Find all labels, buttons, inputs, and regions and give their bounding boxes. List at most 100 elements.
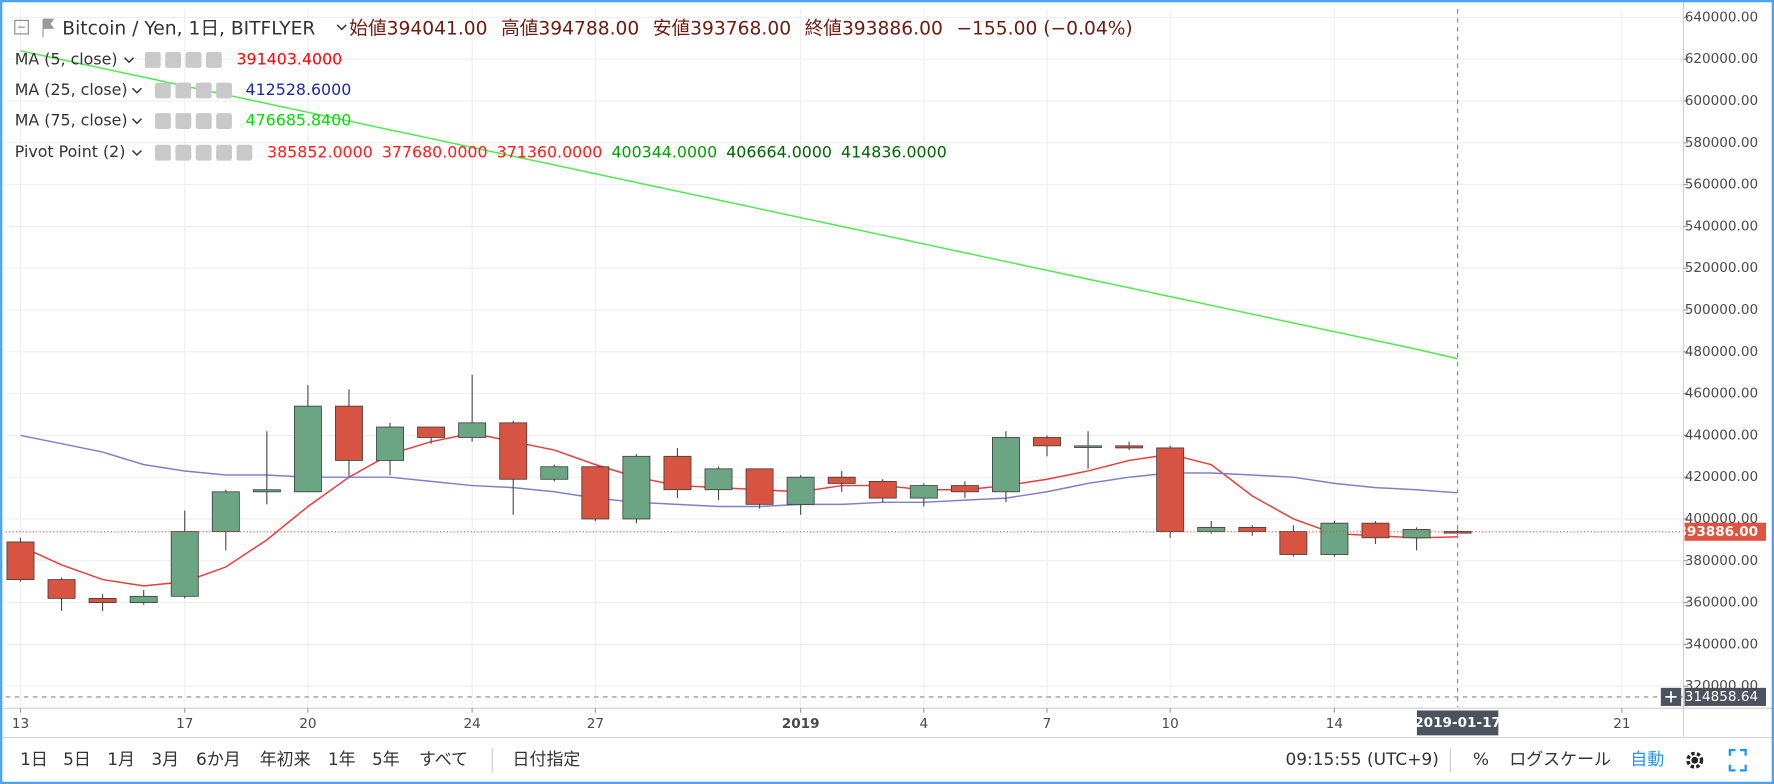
indicator-icon[interactable]	[155, 82, 171, 99]
candle-body	[129, 595, 158, 603]
plot-area	[6, 50, 1472, 611]
bottom-toolbar: 1日 5日 1月 3月 6か月 年初来 1年 5年 すべて 日付指定 09:15:55 (UTC+9…	[20, 747, 1747, 773]
goto-date[interactable]: 日付指定	[513, 749, 581, 769]
price-tag: 393886.00	[1677, 524, 1758, 540]
legend: Bitcoin / Yen, 1日, BITFLYER 始値394041.00 高値…	[14, 18, 1133, 161]
add-icon	[1665, 691, 1677, 703]
range-button[interactable]: 年初来	[260, 749, 311, 769]
fullscreen-icon[interactable]	[1728, 748, 1747, 772]
candle-body	[622, 455, 651, 520]
y-tick-label: 620000.00	[1685, 51, 1758, 67]
x-tick-label: 27	[587, 716, 604, 732]
candle-body	[47, 579, 76, 599]
candle-body	[1115, 445, 1144, 449]
indicator-icon[interactable]	[216, 113, 232, 129]
indicator-name[interactable]: MA (5, close)	[15, 49, 118, 68]
x-tick-label: 4	[920, 716, 929, 732]
x-tick-label: 7	[1043, 716, 1052, 732]
candle-body	[376, 426, 404, 461]
indicator-value: 476685.8400	[246, 111, 352, 130]
y-tick-label: 560000.00	[1685, 177, 1758, 193]
range-button[interactable]: 1日	[20, 749, 48, 769]
candle-body	[211, 491, 240, 532]
indicator-icon[interactable]	[236, 144, 253, 161]
crosshair-price: 314858.64	[1685, 689, 1758, 705]
symbol[interactable]: Bitcoin / Yen, 1日, BITFLYER	[62, 18, 315, 39]
x-tick-label: 10	[1162, 716, 1179, 732]
y-tick-label: 600000.00	[1685, 93, 1758, 109]
candle-body	[1402, 529, 1431, 539]
indicator-name[interactable]: MA (75, close)	[15, 111, 128, 130]
indicator-icon[interactable]	[175, 144, 192, 161]
candle-body	[786, 476, 815, 505]
indicator-name[interactable]: MA (25, close)	[15, 80, 128, 99]
chevron[interactable]	[131, 87, 142, 94]
indicator-icon[interactable]	[175, 82, 192, 99]
axes: 320000.00 340000.00 360000.00 380000.00 4000…	[12, 9, 1758, 732]
indicator-name[interactable]: Pivot Point (2)	[15, 142, 126, 161]
candle-body	[1238, 526, 1267, 532]
indicator-icon[interactable]	[155, 144, 171, 161]
x-tick-label: 17	[176, 716, 193, 732]
candle-body	[170, 531, 199, 597]
grid	[5, 9, 1684, 708]
chevron[interactable]	[131, 118, 142, 125]
pivot-value: 371360.0000	[497, 142, 603, 161]
indicator-icon[interactable]	[195, 113, 212, 129]
percent-toggle[interactable]: %	[1473, 749, 1489, 769]
indicator-icon[interactable]	[155, 113, 171, 129]
indicator-icon[interactable]	[195, 82, 212, 99]
range-button[interactable]: 5年	[372, 749, 400, 769]
candle-body	[745, 468, 774, 505]
range-button[interactable]: 5日	[63, 749, 91, 769]
candle-body	[1074, 445, 1103, 448]
x-tick-label: 24	[464, 716, 481, 732]
chevron[interactable]	[131, 149, 142, 157]
candle-body	[417, 426, 446, 438]
log-toggle[interactable]: ログスケール	[1509, 749, 1611, 769]
y-tick-label: 380000.00	[1685, 553, 1758, 569]
ma-line	[20, 432, 1458, 587]
indicator-icon[interactable]	[216, 144, 232, 161]
clock[interactable]: 09:15:55 (UTC+9)	[1285, 749, 1438, 769]
indicator-icon[interactable]	[205, 52, 222, 68]
x-tick-label: 14	[1326, 716, 1343, 732]
auto-toggle[interactable]: 自動	[1630, 749, 1664, 769]
indicator-icon[interactable]	[185, 52, 202, 68]
crosshair-date: 2019-01-17	[1414, 715, 1501, 731]
indicator-icon[interactable]	[175, 113, 192, 129]
ohlc-value: 394041.00	[387, 18, 488, 39]
candle-body	[909, 485, 938, 499]
y-tick-label: 520000.00	[1685, 260, 1758, 276]
indicator-icon[interactable]	[165, 52, 182, 68]
crosshair-price-bg	[1684, 687, 1767, 706]
range-button[interactable]: すべて	[419, 749, 468, 769]
range-button[interactable]: 1年	[328, 749, 356, 769]
indicator-icon[interactable]	[195, 144, 212, 161]
ma-line	[20, 50, 1458, 360]
candle-body	[499, 422, 528, 480]
candle-body	[704, 468, 733, 491]
chevron[interactable]	[336, 24, 347, 31]
settings-icon[interactable]	[1686, 751, 1704, 769]
chevron[interactable]	[123, 57, 135, 64]
candle-body	[1197, 526, 1226, 532]
collapse-icon[interactable]	[14, 19, 29, 35]
ohlc-label: 高値	[501, 18, 538, 39]
candle-body	[581, 466, 610, 520]
pivot-values: 385852.0000 377680.0000 371360.0000 400344.…	[267, 142, 947, 161]
range-button[interactable]: 1月	[107, 749, 135, 769]
y-tick-label: 420000.00	[1685, 469, 1758, 485]
overlay: 393886.00 314858.64 2019-01-17	[5, 9, 1767, 736]
range-button[interactable]: 6か月	[196, 749, 241, 769]
flag-icon[interactable]	[42, 18, 55, 38]
candle-body	[540, 466, 569, 480]
range-button[interactable]: 3月	[151, 749, 179, 769]
price-tag-bg	[1684, 522, 1767, 541]
y-tick-label: 460000.00	[1685, 386, 1758, 402]
indicator-icon[interactable]	[144, 52, 161, 68]
candle-body	[88, 598, 117, 603]
indicator-icon[interactable]	[216, 82, 232, 99]
